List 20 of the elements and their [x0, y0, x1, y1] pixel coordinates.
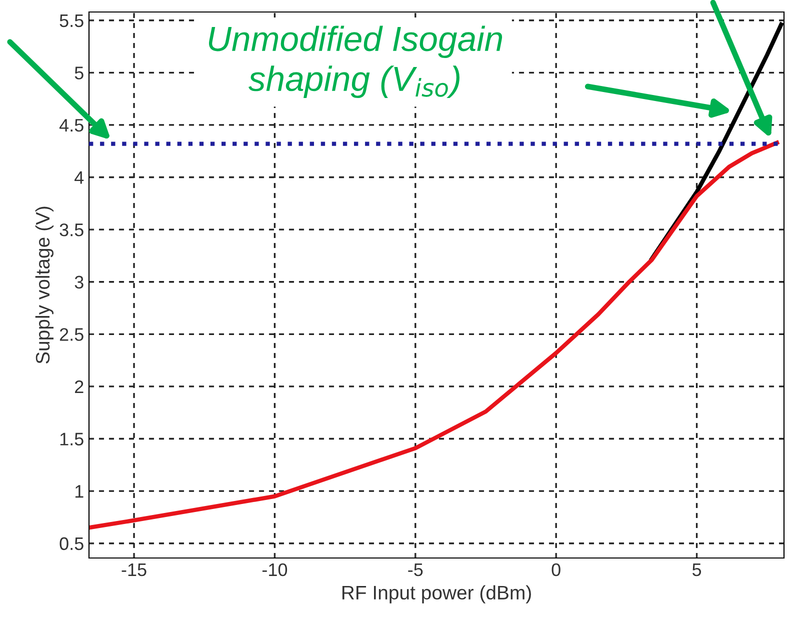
y-tick-label: 3.5 — [60, 224, 84, 236]
y-tick-label: 5.5 — [60, 14, 84, 28]
y-tick-label: 4 — [74, 171, 84, 184]
x-tick-label: -5 — [408, 564, 423, 576]
y-tick-label: 2 — [75, 380, 84, 393]
x-tick-label: 0 — [552, 563, 560, 576]
y-tick-label: 1 — [75, 485, 84, 498]
y-tick-label: 3 — [74, 276, 84, 289]
x-axis-title: RF Input power (dBm) — [342, 585, 531, 604]
y-tick-label: 4.5 — [59, 119, 84, 132]
y-axis-title: Supply voltage (V) — [35, 206, 54, 364]
x-tick-label: 5 — [692, 564, 702, 576]
y-tick-label: 0.5 — [60, 537, 84, 550]
y-tick-label: 2.5 — [60, 328, 84, 341]
annotation: Unmodified Isogain shaping (V$_{iso}$) — [208, 26, 502, 98]
x-tick-label: -10 — [262, 563, 288, 576]
line-series — [89, 140, 780, 530]
y-tick-label: 1.5 — [60, 432, 84, 446]
y-tick-label: 5 — [74, 66, 84, 80]
x-tick-label: -15 — [122, 564, 146, 576]
